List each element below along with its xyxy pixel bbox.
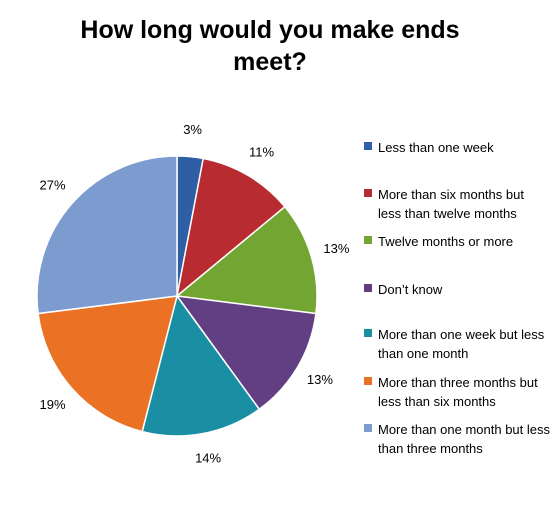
pie-slice: [36, 155, 178, 315]
slice-value-label: 13%: [323, 241, 349, 256]
chart-title: How long would you make ends meet?: [80, 16, 460, 76]
legend-swatch: [364, 189, 372, 197]
legend-label: More than six months but less than twelv…: [378, 187, 524, 221]
legend-swatch: [364, 424, 372, 432]
pie-slice: [175, 295, 317, 411]
legend-label: Twelve months or more: [378, 234, 514, 249]
slice-value-label: 27%: [39, 178, 65, 193]
slice-value-label: 3%: [183, 122, 202, 137]
legend-label: More than three months but less than six…: [378, 375, 538, 409]
legend-swatch: [364, 236, 372, 244]
slice-value-label: 14%: [195, 451, 221, 466]
slice-value-label: 13%: [307, 372, 333, 387]
slice-value-label: 19%: [39, 397, 65, 412]
legend-label: Don’t know: [378, 282, 443, 297]
pie-slice: [175, 205, 318, 315]
slice-value-label: 11%: [249, 145, 274, 160]
pie-slice: [175, 157, 286, 298]
legend-label: More than one week but less than one mon…: [378, 327, 545, 361]
pie-slice: [37, 295, 179, 433]
legend-label: Less than one week: [378, 140, 494, 155]
legend-swatch: [364, 284, 372, 292]
pie-slice: [141, 294, 261, 437]
legend-swatch: [364, 329, 372, 337]
legend-swatch: [364, 142, 372, 150]
legend-label: More than one month but less than three …: [378, 422, 550, 456]
legend-swatch: [364, 377, 372, 385]
